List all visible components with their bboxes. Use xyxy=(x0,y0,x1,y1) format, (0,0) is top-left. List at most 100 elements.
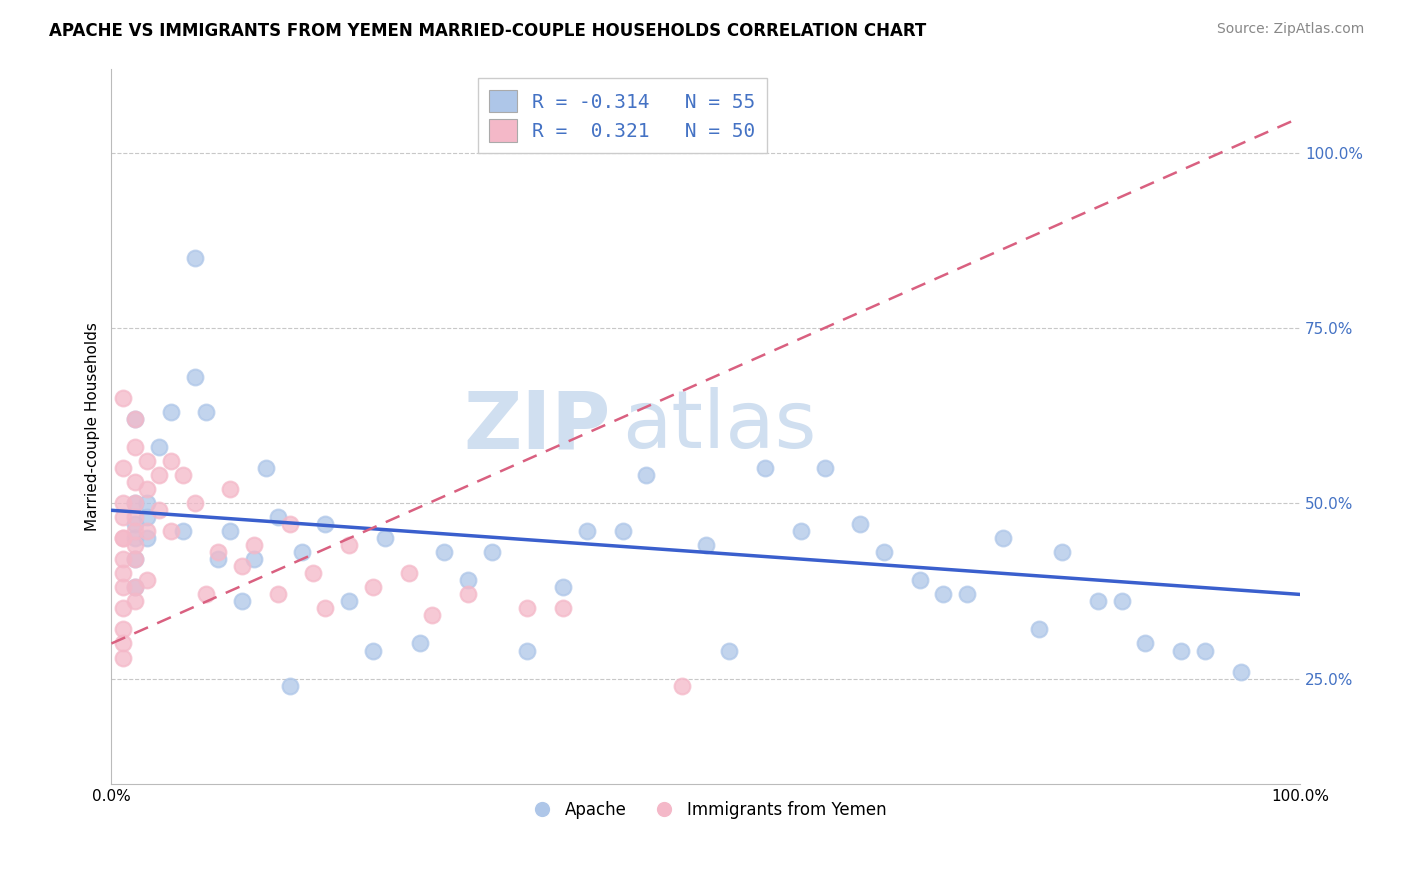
Point xyxy=(112,391,135,405)
Point xyxy=(278,517,301,532)
Point xyxy=(991,531,1014,545)
Point xyxy=(172,524,194,539)
Point xyxy=(124,496,146,510)
Point xyxy=(374,531,396,545)
Point xyxy=(1194,643,1216,657)
Point xyxy=(136,524,159,539)
Text: APACHE VS IMMIGRANTS FROM YEMEN MARRIED-COUPLE HOUSEHOLDS CORRELATION CHART: APACHE VS IMMIGRANTS FROM YEMEN MARRIED-… xyxy=(49,22,927,40)
Point xyxy=(1111,594,1133,608)
Point xyxy=(1229,665,1251,679)
Point xyxy=(813,461,835,475)
Text: atlas: atlas xyxy=(623,387,817,465)
Point xyxy=(136,454,159,468)
Point xyxy=(1052,545,1074,559)
Point xyxy=(956,587,979,601)
Point xyxy=(148,503,170,517)
Point xyxy=(183,251,205,265)
Point xyxy=(291,545,314,559)
Point xyxy=(112,581,135,595)
Point xyxy=(671,679,693,693)
Point xyxy=(314,601,336,615)
Point xyxy=(112,650,135,665)
Point xyxy=(112,636,135,650)
Point xyxy=(254,461,277,475)
Point xyxy=(148,468,170,483)
Point xyxy=(1135,636,1157,650)
Point xyxy=(219,524,242,539)
Point xyxy=(1087,594,1109,608)
Text: ZIP: ZIP xyxy=(464,387,610,465)
Point xyxy=(849,517,872,532)
Point xyxy=(136,531,159,545)
Point xyxy=(1028,623,1050,637)
Point xyxy=(136,482,159,496)
Point xyxy=(136,496,159,510)
Point xyxy=(243,552,266,566)
Point xyxy=(124,538,146,552)
Point xyxy=(409,636,432,650)
Point xyxy=(932,587,955,601)
Point xyxy=(636,468,658,483)
Text: Source: ZipAtlas.com: Source: ZipAtlas.com xyxy=(1216,22,1364,37)
Point xyxy=(612,524,634,539)
Point xyxy=(136,574,159,588)
Point xyxy=(160,405,183,419)
Point xyxy=(207,545,229,559)
Point xyxy=(195,587,218,601)
Point xyxy=(398,566,420,581)
Point xyxy=(160,454,183,468)
Point xyxy=(112,531,135,545)
Point xyxy=(112,531,135,545)
Point xyxy=(361,581,384,595)
Point xyxy=(124,594,146,608)
Point xyxy=(718,643,741,657)
Point xyxy=(124,412,146,426)
Point xyxy=(160,524,183,539)
Point xyxy=(124,524,146,539)
Point xyxy=(112,623,135,637)
Point xyxy=(267,510,290,524)
Point xyxy=(124,517,146,532)
Point xyxy=(575,524,598,539)
Point xyxy=(124,552,146,566)
Point xyxy=(314,517,336,532)
Point xyxy=(551,581,574,595)
Point xyxy=(361,643,384,657)
Point xyxy=(124,531,146,545)
Point xyxy=(516,643,538,657)
Point xyxy=(278,679,301,693)
Y-axis label: Married-couple Households: Married-couple Households xyxy=(86,322,100,531)
Point xyxy=(433,545,456,559)
Point xyxy=(457,574,479,588)
Point xyxy=(112,566,135,581)
Point xyxy=(183,496,205,510)
Point xyxy=(172,468,194,483)
Point xyxy=(516,601,538,615)
Point xyxy=(754,461,776,475)
Point xyxy=(112,461,135,475)
Point xyxy=(124,496,146,510)
Point xyxy=(124,552,146,566)
Point xyxy=(243,538,266,552)
Point xyxy=(124,475,146,490)
Point xyxy=(124,440,146,454)
Point xyxy=(231,594,253,608)
Point xyxy=(112,552,135,566)
Point xyxy=(124,581,146,595)
Legend: Apache, Immigrants from Yemen: Apache, Immigrants from Yemen xyxy=(519,794,893,825)
Point xyxy=(302,566,325,581)
Point xyxy=(457,587,479,601)
Point xyxy=(207,552,229,566)
Point xyxy=(908,574,931,588)
Point xyxy=(231,559,253,574)
Point xyxy=(124,412,146,426)
Point xyxy=(112,510,135,524)
Point xyxy=(124,510,146,524)
Point xyxy=(183,370,205,384)
Point xyxy=(551,601,574,615)
Point xyxy=(219,482,242,496)
Point xyxy=(695,538,717,552)
Point xyxy=(790,524,813,539)
Point xyxy=(136,510,159,524)
Point xyxy=(337,594,360,608)
